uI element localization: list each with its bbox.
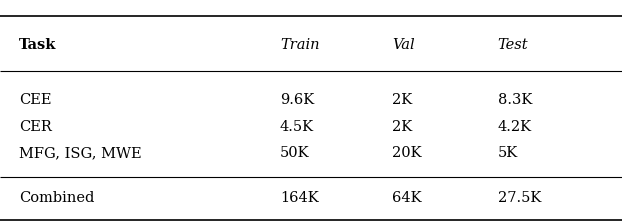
- Text: 27.5K: 27.5K: [498, 191, 541, 205]
- Text: CEE: CEE: [19, 93, 51, 107]
- Text: 2K: 2K: [392, 93, 412, 107]
- Text: Val: Val: [392, 38, 414, 52]
- Text: 20K: 20K: [392, 146, 422, 160]
- Text: 4.5K: 4.5K: [280, 120, 314, 134]
- Text: 9.6K: 9.6K: [280, 93, 314, 107]
- Text: Train: Train: [280, 38, 320, 52]
- Text: 164K: 164K: [280, 191, 318, 205]
- Text: CER: CER: [19, 120, 52, 134]
- Text: Task: Task: [19, 38, 56, 52]
- Text: Combined: Combined: [19, 191, 94, 205]
- Text: MFG, ISG, MWE: MFG, ISG, MWE: [19, 146, 141, 160]
- Text: 4.2K: 4.2K: [498, 120, 532, 134]
- Text: Test: Test: [498, 38, 528, 52]
- Text: 64K: 64K: [392, 191, 422, 205]
- Text: 5K: 5K: [498, 146, 518, 160]
- Text: 50K: 50K: [280, 146, 310, 160]
- Text: 2K: 2K: [392, 120, 412, 134]
- Text: 8.3K: 8.3K: [498, 93, 532, 107]
